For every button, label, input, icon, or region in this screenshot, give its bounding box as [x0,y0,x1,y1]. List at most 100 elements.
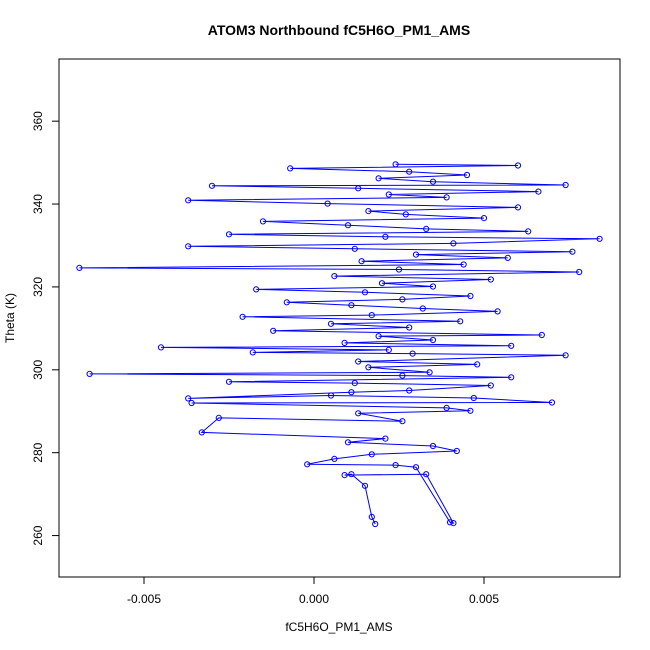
data-point [253,286,260,293]
data-point [157,344,165,351]
data-point [562,181,569,189]
y-axis: 260 280 300 320 340 360 [31,111,60,546]
data-point [348,389,355,396]
data-point [419,305,426,312]
data-point [538,331,545,339]
data-point [535,188,542,195]
data-point [399,372,406,379]
data-point [185,243,192,250]
data-point [508,342,515,349]
data-point [259,218,267,225]
data-point [351,380,358,387]
data-point [327,320,335,327]
data-point [344,222,352,229]
y-tick-label: 320 [31,277,45,297]
data-point [467,407,474,414]
data-point [361,482,369,489]
data-point [395,266,403,273]
x-axis-label: fC5H6O_PM1_AMS [285,620,392,634]
data-point [215,414,222,421]
data-point [331,273,338,280]
data-point [494,308,501,315]
data-point [514,204,522,211]
data-point [487,382,494,389]
data-point [331,455,338,462]
data-point [399,418,406,425]
data-point [467,292,474,300]
data-point [188,399,195,407]
y-tick-label: 280 [31,442,45,462]
data-point [562,352,569,359]
data-point [423,225,430,232]
data-point [385,346,392,353]
data-point [443,404,450,411]
y-tick-label: 340 [31,194,45,214]
data-point [348,302,355,309]
series-points [76,161,603,528]
data-point [412,464,420,471]
data-point [208,182,216,189]
data-point [225,378,233,385]
data-point [327,392,335,399]
data-point [361,289,369,296]
data-point [249,349,256,356]
data-point [348,471,355,478]
data-point [351,245,358,252]
data-point [446,519,454,526]
x-tick-label: 0.000 [299,592,329,606]
data-point [304,461,311,468]
data-point [409,350,416,357]
y-tick-label: 360 [31,111,45,131]
data-point [576,268,583,276]
data-point [378,280,386,287]
data-point [457,318,464,325]
y-tick-label: 260 [31,525,45,545]
data-point [392,462,399,469]
data-point [185,395,192,402]
data-point [392,161,399,168]
data-point [355,410,362,417]
data-point [225,231,233,238]
x-tick-label: 0.005 [469,592,499,606]
data-point [270,327,277,334]
data-point [358,258,365,265]
data-point [423,471,430,478]
data-point [344,439,352,446]
data-point [283,299,290,306]
data-point [429,178,437,185]
data-point [412,251,420,258]
data-point [399,296,406,303]
y-tick-label: 300 [31,359,45,379]
data-point [372,520,379,528]
data-point [508,374,515,381]
data-point [76,264,83,271]
data-point [460,261,467,268]
data-point [504,254,511,261]
data-point [341,339,348,346]
data-point [406,324,413,331]
data-point [185,197,192,204]
series-lines [79,163,600,525]
y-axis-label: Theta (K) [3,293,17,343]
data-point [429,442,437,450]
data-point [365,208,372,215]
data-point [355,185,362,192]
chart-title: ATOM3 Northbound fC5H6O_PM1_AMS [208,22,470,38]
data-point [355,358,362,365]
data-point [596,235,603,242]
data-point [402,211,409,218]
data-point [406,387,413,394]
series-line [79,163,600,525]
data-point [463,171,471,179]
data-point [86,370,93,377]
data-point [368,312,375,319]
data-point [474,361,481,368]
data-point [525,228,532,235]
data-point [480,215,488,222]
data-point [341,472,348,479]
data-point [287,165,294,172]
data-point [375,175,382,182]
data-point [385,191,392,198]
